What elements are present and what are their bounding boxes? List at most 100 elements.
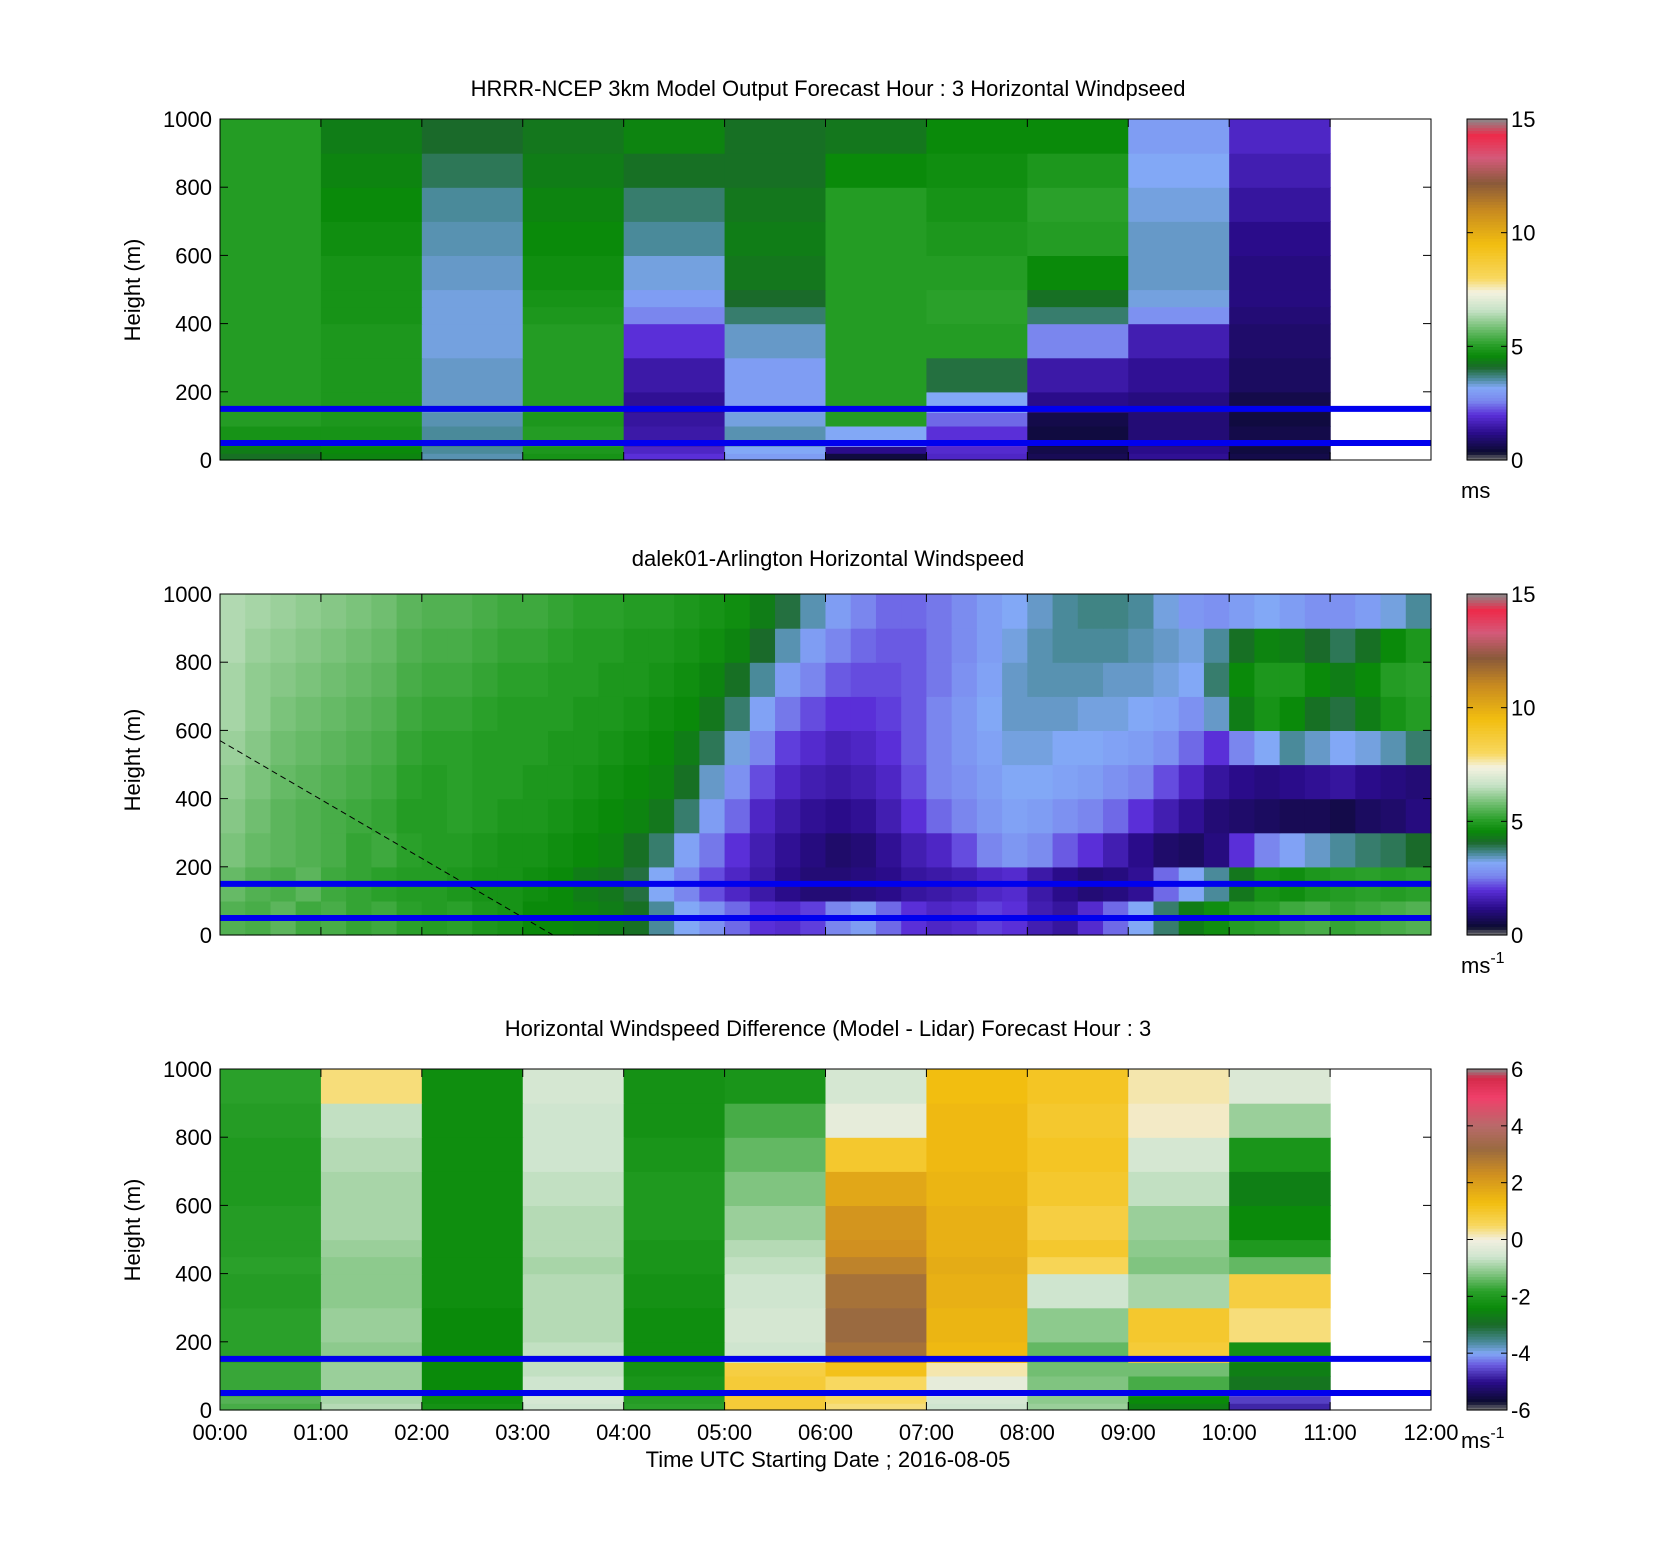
heatmap-cell: [724, 1403, 827, 1411]
colorbar-segment: [1467, 1333, 1507, 1337]
colorbar-segment: [1467, 1293, 1507, 1297]
colorbar-segment: [1467, 1395, 1507, 1400]
heatmap-cell: [1153, 730, 1180, 766]
heatmap-cell: [1229, 255, 1331, 291]
colorbar-segment: [1467, 1196, 1507, 1201]
heatmap-cell: [623, 1069, 726, 1104]
heatmap-cell: [396, 832, 423, 868]
heatmap-cell: [371, 764, 398, 800]
colorbar-segment: [1467, 1225, 1507, 1229]
heatmap-cell: [1330, 764, 1356, 800]
heatmap-cell: [1077, 730, 1104, 766]
heatmap-cell: [447, 628, 473, 663]
colorbar-segment: [1467, 295, 1507, 299]
heatmap-cell: [1405, 764, 1432, 800]
colorbar-segment: [1467, 1216, 1507, 1221]
heatmap-cell: [421, 1069, 524, 1104]
heatmap-cell: [1330, 696, 1356, 731]
heatmap-cell: [1128, 1103, 1230, 1138]
heatmap-cell: [1153, 832, 1180, 868]
y-tick-label: 800: [175, 175, 212, 200]
heatmap-cell: [623, 1256, 726, 1275]
heatmap-cell: [1355, 798, 1382, 834]
heatmap-cell: [1128, 1403, 1230, 1411]
heatmap-cell: [1178, 798, 1205, 834]
colorbar-segment: [1467, 929, 1507, 933]
heatmap-cell: [573, 730, 600, 766]
heatmap-cell: [220, 696, 246, 731]
heatmap-cell: [699, 628, 726, 663]
heatmap-cell: [447, 764, 473, 800]
y-tick-label: 400: [175, 312, 212, 337]
heatmap-cell: [1103, 696, 1129, 731]
heatmap-cell: [825, 119, 928, 154]
colorbar-segment: [1467, 713, 1507, 717]
colorbar-tick-label: 10: [1511, 696, 1535, 721]
heatmap-cell: [1229, 662, 1255, 697]
heatmap-cell: [825, 1273, 928, 1309]
colorbar-segment: [1467, 164, 1507, 168]
heatmap-cell: [1380, 594, 1407, 629]
colorbar-segment: [1467, 170, 1507, 174]
heatmap-cell: [421, 221, 524, 256]
colorbar-segment: [1467, 883, 1507, 888]
heatmap-cell: [901, 764, 928, 800]
colorbar-segment: [1467, 445, 1507, 450]
colorbar-segment: [1467, 892, 1507, 896]
colorbar-segment: [1467, 869, 1507, 874]
colorbar-segment: [1467, 1185, 1507, 1189]
heatmap-cell: [825, 798, 852, 834]
heatmap-cell: [674, 696, 700, 731]
colorbar-segment: [1467, 119, 1507, 123]
heatmap-cell: [1128, 1256, 1230, 1275]
heatmap-cell: [547, 764, 574, 800]
heatmap-cell: [522, 1171, 625, 1206]
colorbar-segment: [1467, 434, 1507, 438]
colorbar-segment: [1467, 1384, 1507, 1388]
colorbar-segment: [1467, 915, 1507, 919]
heatmap-cell: [800, 798, 827, 834]
heatmap-cell: [295, 696, 322, 731]
heatmap-cell: [320, 1239, 423, 1258]
heatmap-cell: [295, 662, 322, 697]
heatmap-cell: [926, 628, 953, 663]
colorbar-segment: [1467, 261, 1507, 265]
colorbar-segment: [1467, 639, 1507, 643]
colorbar-segment: [1467, 1253, 1507, 1258]
colorbar-segment: [1467, 357, 1507, 362]
heatmap-cell: [800, 730, 827, 766]
colorbar-segment: [1467, 690, 1507, 695]
heatmap-cell: [1052, 730, 1079, 766]
colorbar-segment: [1467, 187, 1507, 191]
heatmap-cell: [320, 1069, 423, 1104]
heatmap-cell: [623, 1239, 726, 1258]
heatmap-cell: [1027, 221, 1129, 256]
heatmap-cell: [724, 306, 827, 325]
colorbar-segment: [1467, 1242, 1507, 1246]
heatmap-cell: [951, 594, 978, 629]
colorbar-segment: [1467, 354, 1507, 359]
heatmap-cell: [1027, 1137, 1129, 1172]
colorbar-segment: [1467, 1304, 1507, 1309]
colorbar-segment: [1467, 246, 1507, 251]
heatmap-cell: [245, 730, 272, 766]
colorbar-segment: [1467, 334, 1507, 339]
heatmap-cell: [220, 187, 322, 222]
heatmap-cell: [522, 412, 625, 427]
colorbar-segment: [1467, 1194, 1507, 1198]
colorbar-segment: [1467, 829, 1507, 834]
colorbar-segment: [1467, 431, 1507, 436]
heatmap-cell: [1178, 662, 1205, 697]
heatmap-cell: [1355, 832, 1382, 868]
heatmap-cell: [623, 1307, 726, 1343]
colorbar-segment: [1467, 340, 1507, 345]
colorbar-segment: [1467, 872, 1507, 876]
heatmap-cell: [421, 662, 448, 697]
heatmap-cell: [1027, 446, 1129, 454]
colorbar-segment: [1467, 386, 1507, 390]
heatmap-cell: [926, 1171, 1028, 1206]
colorbar-segment: [1467, 278, 1507, 282]
colorbar-segment: [1467, 1319, 1507, 1323]
heatmap-cell: [1380, 696, 1407, 731]
colorbar-segment: [1467, 1157, 1507, 1161]
